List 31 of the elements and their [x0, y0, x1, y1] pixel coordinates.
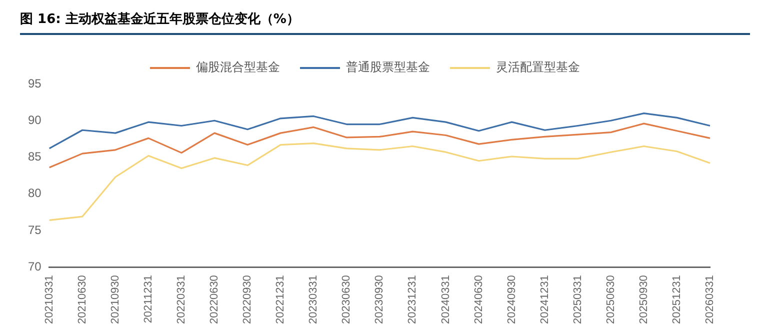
x-tick-label: 20220331 — [176, 275, 188, 324]
x-tick-label: 20210331 — [43, 275, 56, 324]
x-tick-label: 20240630 — [472, 275, 485, 324]
x-tick-label: 20250630 — [604, 275, 617, 324]
x-tick-label: 20231231 — [406, 275, 419, 324]
y-tick-label: 95 — [28, 76, 42, 90]
x-tick-label: 20250930 — [638, 275, 650, 324]
x-tick-label: 20220630 — [208, 275, 221, 324]
x-tick-label: 20211231 — [142, 275, 154, 324]
legend-label: 灵活配置型基金 — [496, 60, 580, 74]
x-tick-label: 20240930 — [506, 275, 518, 324]
x-tick-label: 20230630 — [340, 275, 353, 324]
legend-label: 普通股票型基金 — [346, 60, 430, 74]
x-tick-label: 20230331 — [308, 275, 320, 324]
x-tick-label: 20220930 — [242, 275, 254, 324]
y-tick-label: 85 — [28, 150, 42, 164]
x-tick-label: 20240331 — [440, 275, 452, 324]
x-tick-label: 20210930 — [109, 275, 122, 324]
y-tick-label: 90 — [28, 112, 42, 127]
chart-title: 图 16: 主动权益基金近五年股票仓位变化（%） — [20, 10, 750, 35]
x-tick-label: 20260331 — [704, 275, 716, 324]
x-tick-label: 20210630 — [76, 275, 88, 324]
y-tick-label: 70 — [28, 259, 42, 274]
x-tick-label: 20241231 — [538, 275, 551, 324]
x-tick-label: 20221231 — [274, 275, 287, 324]
legend-label: 偏股混合型基金 — [196, 60, 280, 74]
y-tick-label: 80 — [28, 186, 42, 200]
y-tick-label: 75 — [28, 222, 42, 237]
x-tick-label: 20250331 — [572, 275, 584, 324]
x-tick-label: 20251231 — [671, 275, 683, 324]
x-tick-label: 20230930 — [374, 275, 386, 324]
